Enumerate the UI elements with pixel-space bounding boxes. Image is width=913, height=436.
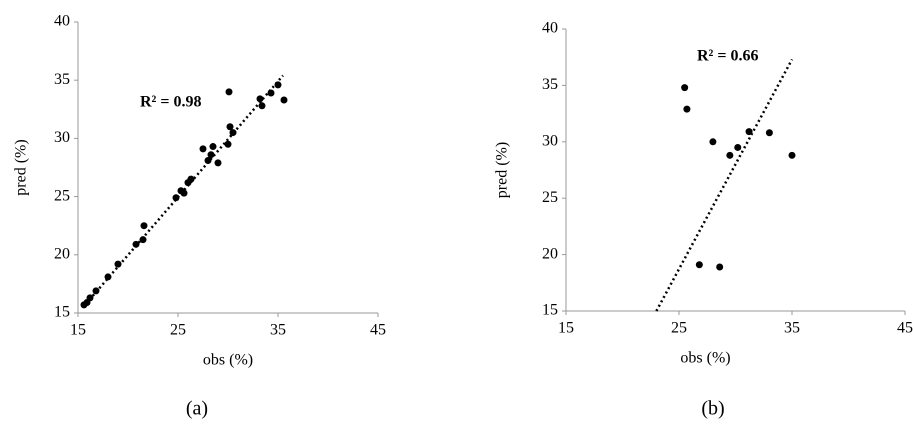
- point: [224, 140, 232, 148]
- y-tick-label: 25: [542, 189, 558, 206]
- point: [229, 129, 237, 137]
- point: [132, 240, 140, 248]
- point: [256, 95, 264, 103]
- trendline: [82, 74, 284, 308]
- point: [140, 222, 148, 230]
- point: [204, 157, 212, 165]
- caption: (a): [186, 398, 208, 420]
- point: [114, 260, 122, 268]
- y-tick-label: 30: [54, 129, 70, 146]
- point: [92, 287, 100, 295]
- x-tick-label: 15: [558, 320, 574, 337]
- annotation: R² = 0.98: [140, 94, 201, 111]
- x-tick-label: 45: [897, 320, 913, 337]
- y-tick-label: 15: [542, 302, 558, 319]
- y-tick-label: 25: [54, 187, 70, 204]
- point: [199, 145, 207, 153]
- point: [86, 294, 94, 302]
- point: [709, 138, 717, 146]
- y-tick-label: 35: [542, 76, 558, 93]
- annotation: R² = 0.66: [697, 48, 758, 65]
- point: [745, 128, 753, 136]
- point: [280, 96, 288, 104]
- point: [180, 189, 188, 197]
- point: [716, 263, 724, 271]
- y-tick-label: 15: [54, 304, 70, 321]
- x-axis-title: obs (%): [203, 352, 253, 369]
- point: [104, 273, 112, 281]
- y-tick-label: 20: [542, 245, 558, 262]
- point: [267, 89, 275, 97]
- point: [207, 151, 215, 159]
- x-tick-label: 45: [370, 322, 386, 339]
- y-tick-label: 20: [54, 245, 70, 262]
- x-tick-label: 35: [270, 322, 286, 339]
- point: [226, 123, 234, 131]
- x-tick-label: 25: [671, 320, 687, 337]
- y-tick-label: 35: [54, 71, 70, 88]
- point: [187, 175, 195, 183]
- point: [681, 84, 689, 92]
- point: [139, 236, 147, 244]
- trendline: [655, 58, 794, 312]
- point: [225, 88, 233, 96]
- caption: (b): [701, 398, 724, 420]
- y-axis-title: pred (%): [13, 139, 30, 195]
- point: [258, 102, 266, 110]
- point: [214, 159, 222, 167]
- point: [765, 129, 773, 137]
- x-tick-label: 35: [784, 320, 800, 337]
- point: [274, 81, 282, 89]
- x-tick-label: 15: [70, 322, 86, 339]
- y-tick-label: 40: [542, 20, 558, 37]
- point: [209, 143, 217, 151]
- point: [788, 151, 796, 159]
- y-tick-label: 40: [54, 13, 70, 30]
- x-axis-title: obs (%): [680, 350, 730, 367]
- y-axis-title: pred (%): [494, 142, 511, 198]
- point: [726, 151, 734, 159]
- point: [695, 261, 703, 269]
- point: [683, 105, 691, 113]
- y-tick-label: 30: [542, 132, 558, 149]
- x-tick-label: 25: [170, 322, 186, 339]
- point: [734, 143, 742, 151]
- point: [172, 194, 180, 202]
